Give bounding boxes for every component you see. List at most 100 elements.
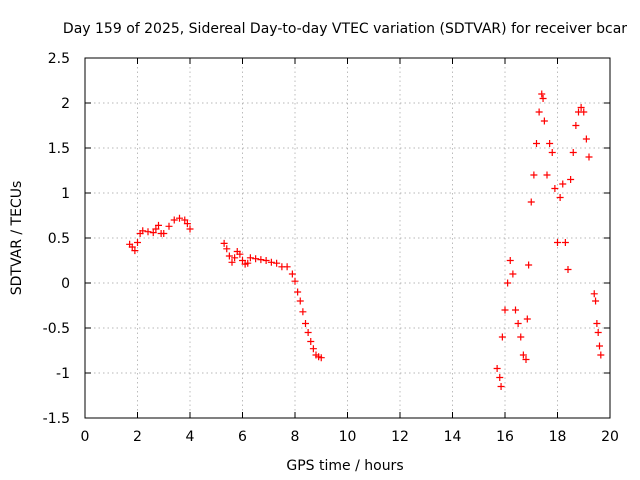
data-point [309,345,317,353]
y-tick-label: 2 [61,96,70,112]
data-point [512,306,519,314]
data-point [577,104,585,111]
x-axis-label: GPS time / hours [286,458,403,474]
data-point [592,297,600,305]
data-point [585,153,593,161]
data-point [522,356,530,363]
data-point [527,198,535,206]
data-point [509,270,517,278]
x-axis: 0 2 4 6 8 10 12 14 16 18 20 [81,58,619,445]
grid [85,58,610,418]
data-point [152,225,160,233]
data-point [296,297,304,305]
data-point [267,258,275,266]
data-point [538,90,546,98]
data-point [543,171,551,179]
x-tick-label: 8 [291,429,300,445]
y-tick-label: 1.5 [48,141,70,157]
data-point [525,261,533,269]
data-point [160,230,168,237]
data-point [304,329,312,336]
data-point [144,228,152,236]
data-point [223,245,231,253]
data-point [170,216,178,224]
data-point [533,140,540,147]
data-point [302,320,309,327]
series-3 [493,90,593,390]
x-tick-label: 12 [391,429,409,445]
data-point [231,254,239,262]
data-point [273,259,281,267]
series-1 [126,214,194,255]
data-point [155,221,162,229]
data-point [580,108,588,116]
data-point [523,315,531,323]
data-point [535,108,543,116]
data-point [139,227,147,235]
x-tick-label: 18 [549,429,567,445]
data-point [548,149,556,156]
data-point [514,320,522,327]
data-point [554,239,561,246]
data-point [493,365,501,372]
data-point [569,149,577,156]
data-point [262,257,270,264]
y-tick-label: 0 [61,276,70,292]
data-point [294,288,302,296]
data-point [597,351,605,359]
data-point [165,222,173,230]
x-tick-label: 2 [133,429,142,445]
data-point [183,220,191,228]
data-point [149,229,157,237]
data-point [556,194,564,201]
data-point [590,290,598,298]
data-point [596,342,603,350]
data-point [228,258,236,266]
data-point [181,216,189,224]
data-point [288,270,296,278]
data-point [561,239,569,246]
y-tick-label: -0.5 [43,321,70,337]
series-2 [220,239,325,362]
data-point [567,176,575,183]
data-point [283,263,291,271]
data-point [572,122,580,129]
data-point [246,254,254,262]
y-axis: -1.5 -1 -0.5 0 0.5 1 1.5 2 2.5 [43,51,610,427]
data-point [128,243,136,251]
y-tick-label: 2.5 [48,51,70,67]
data-point [594,329,602,336]
data-point [299,308,307,316]
data-point [501,306,509,314]
x-tick-label: 0 [81,429,90,445]
data-point [582,135,590,143]
data-point [257,256,265,264]
data-point [506,257,514,264]
chart-title: Day 159 of 2025, Sidereal Day-to-day VTE… [63,21,627,37]
series-4 [590,290,605,359]
data-point [496,374,504,381]
data-point [220,239,228,247]
x-tick-label: 6 [238,429,247,445]
x-tick-label: 4 [186,429,195,445]
data-point [530,171,538,179]
data-point [317,354,325,362]
data-point [540,117,548,125]
data-point [236,250,244,258]
data-point [593,320,601,327]
y-tick-label: 0.5 [48,231,70,247]
y-tick-label: -1 [56,366,70,382]
data-point [504,279,512,287]
data-point [239,257,246,264]
data-point [176,214,183,222]
data-point [307,338,315,345]
x-tick-label: 16 [496,429,514,445]
y-tick-label: 1 [61,186,70,202]
data-point [564,266,572,273]
data-point [539,95,547,102]
data-point [225,252,233,260]
data-points [126,90,605,390]
data-point [546,140,554,147]
x-tick-label: 20 [601,429,619,445]
